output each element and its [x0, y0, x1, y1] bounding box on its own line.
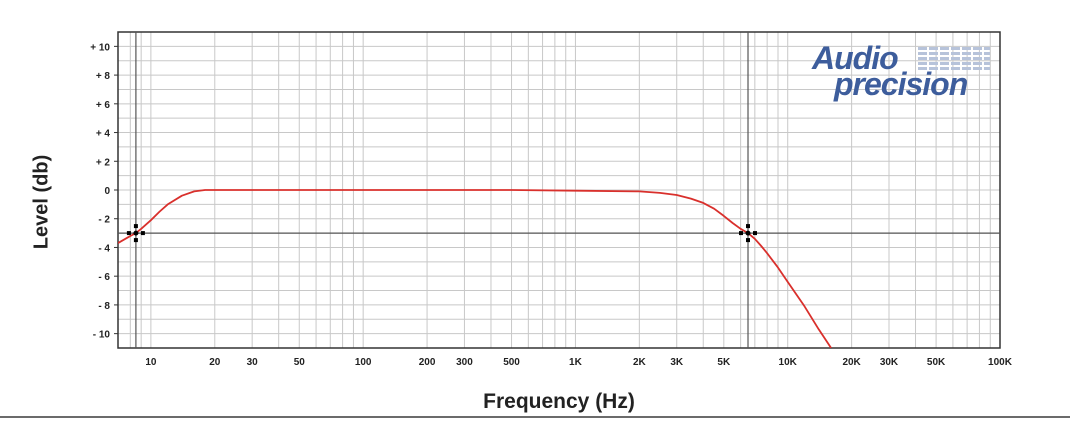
marker-dot	[746, 224, 751, 229]
x-tick-label: 20K	[842, 357, 861, 368]
y-tick-label: 0	[104, 186, 110, 197]
x-tick-label: 300	[456, 357, 473, 368]
x-tick-label: 2K	[633, 357, 647, 368]
bottom-divider	[0, 416, 1070, 418]
y-tick-label: - 4	[98, 243, 110, 254]
audio-precision-logo: Audio precision	[800, 38, 1000, 110]
x-tick-label: 100	[355, 357, 372, 368]
cursor-marker	[739, 224, 758, 243]
x-tick-label: 30	[247, 357, 259, 368]
y-tick-label: + 2	[96, 157, 111, 168]
y-tick-label: - 10	[93, 330, 111, 341]
y-tick-label: - 8	[98, 301, 110, 312]
y-axis-label: Level (db)	[30, 154, 53, 250]
x-tick-label: 1K	[569, 357, 583, 368]
y-axis-label-wrap: Level (db)	[22, 102, 62, 302]
marker-dot	[126, 231, 131, 236]
x-tick-label: 20	[209, 357, 221, 368]
marker-dot	[140, 231, 145, 236]
logo-line-2: precision	[834, 66, 968, 102]
y-tick-label: - 2	[98, 215, 110, 226]
marker-dot	[746, 238, 751, 243]
cursor-marker	[126, 224, 145, 243]
series-line	[118, 189, 832, 348]
x-tick-label: 50	[294, 357, 306, 368]
y-tick-label: + 8	[96, 71, 111, 82]
marker-dot	[739, 231, 744, 236]
marker-dot	[753, 231, 758, 236]
x-tick-label: 30K	[880, 357, 899, 368]
y-tick-label: + 4	[96, 129, 111, 140]
y-tick-label: + 6	[96, 100, 111, 111]
marker-center	[745, 230, 751, 236]
x-tick-label: 3K	[670, 357, 684, 368]
x-tick-label: 10	[145, 357, 157, 368]
x-axis-label: Frequency (Hz)	[483, 390, 635, 413]
logo-line-1: Audio	[812, 40, 899, 76]
y-tick-label: - 6	[98, 272, 110, 283]
x-tick-label: 500	[503, 357, 520, 368]
x-tick-label: 100K	[988, 357, 1013, 368]
marker-center	[133, 230, 139, 236]
x-tick-label: 5K	[717, 357, 731, 368]
logo-bars	[918, 47, 990, 73]
y-tick-label: + 10	[90, 42, 110, 53]
marker-dot	[133, 238, 138, 243]
marker-dot	[133, 224, 138, 229]
x-tick-label: 50K	[927, 357, 946, 368]
x-tick-label: 10K	[779, 357, 798, 368]
x-tick-label: 200	[419, 357, 436, 368]
